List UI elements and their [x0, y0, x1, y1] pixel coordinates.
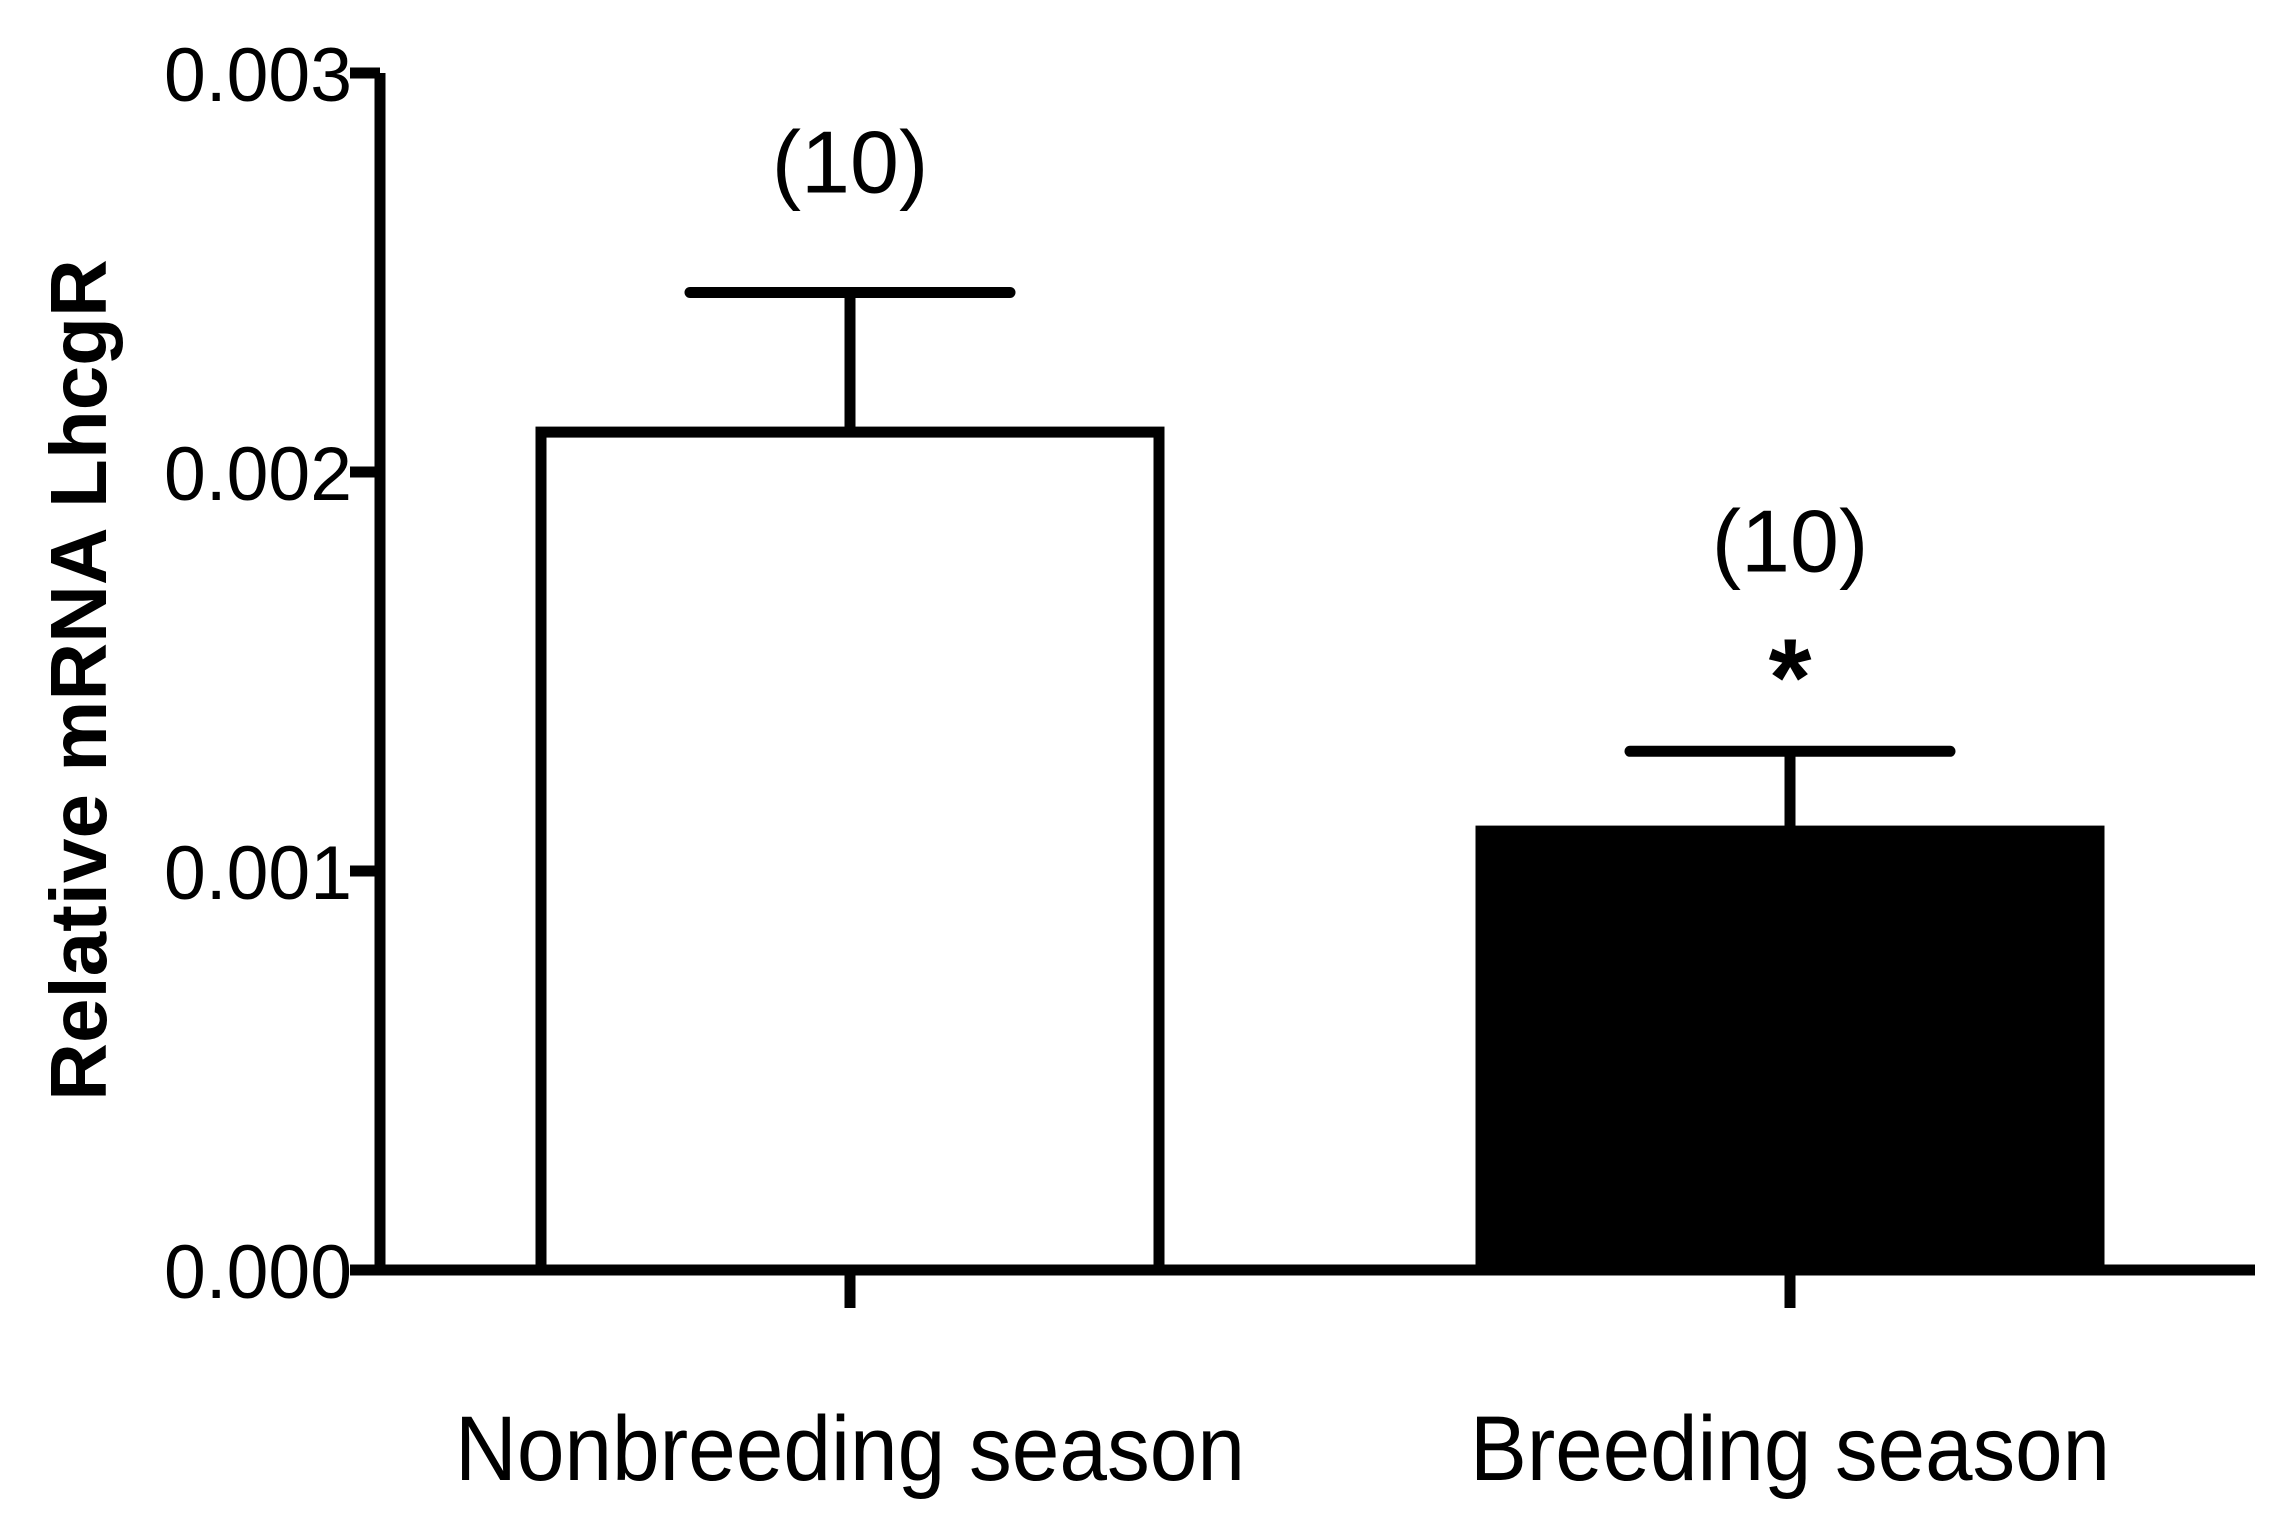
- labels: 0.000 0.001 0.002 0.003 Relative mRNA LhcgR N…: [34, 33, 2110, 1500]
- y-axis-label: Relative mRNA LhcgR: [34, 259, 123, 1101]
- sample-size-label-2: (10): [1712, 491, 1869, 590]
- y-tick-label-0: 0.000: [164, 1230, 352, 1315]
- x-tick-label-2: Breeding season: [1470, 1398, 2110, 1500]
- bar-2: [1475, 825, 2105, 1276]
- bar-1: [535, 426, 1165, 1276]
- y-tick-label-3: 0.003: [164, 33, 352, 118]
- x-tick-label-1: Nonbreeding season: [455, 1398, 1245, 1500]
- significance-marker-2: *: [1769, 616, 1812, 739]
- sample-size-label-1: (10): [772, 112, 929, 211]
- y-tick-label-2: 0.002: [164, 432, 352, 517]
- bars: [535, 286, 2105, 1276]
- y-tick-label-1: 0.001: [164, 831, 352, 916]
